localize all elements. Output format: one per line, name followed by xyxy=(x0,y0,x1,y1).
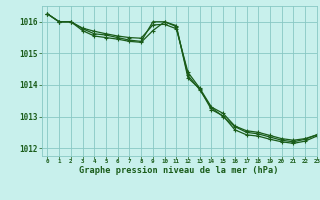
X-axis label: Graphe pression niveau de la mer (hPa): Graphe pression niveau de la mer (hPa) xyxy=(79,166,279,175)
